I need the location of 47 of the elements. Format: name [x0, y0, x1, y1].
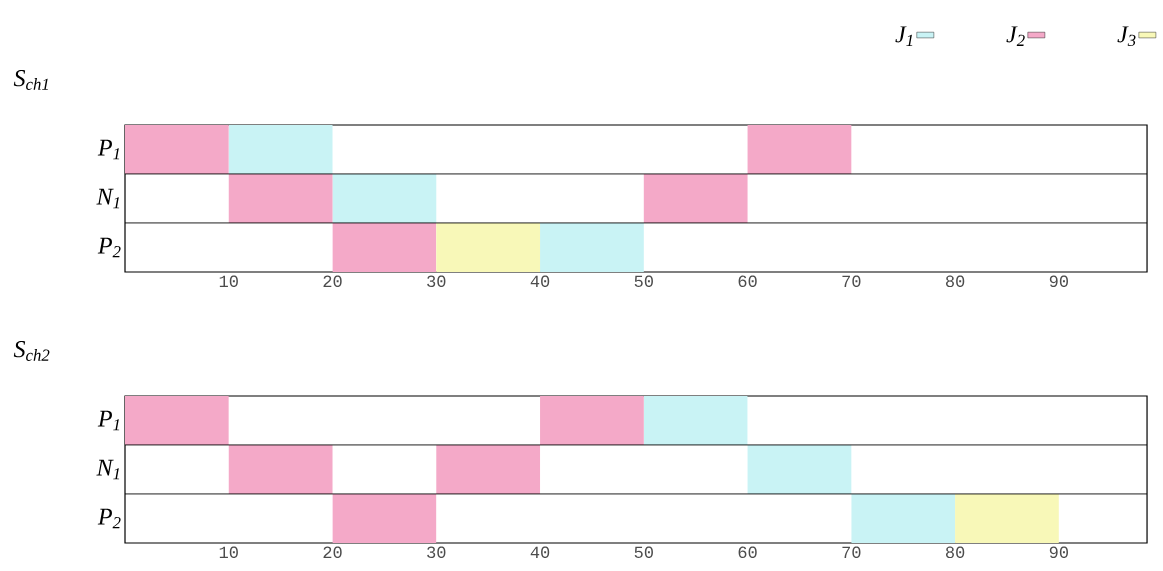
x-tick-label: 40: [530, 275, 550, 288]
bar: [851, 494, 956, 543]
x-tick-label: 60: [738, 275, 757, 288]
legend-label: J$_{2}$: [1006, 26, 1025, 46]
bar: [332, 494, 437, 543]
x-tick-label: 10: [219, 275, 238, 288]
y-tick-label: N$_{1}$: [96, 459, 120, 480]
bar: [125, 125, 229, 174]
bar: [436, 223, 541, 272]
y-tick-label: P$_{2}$: [97, 237, 121, 258]
x-tick-label: 60: [738, 546, 757, 559]
bar: [332, 174, 437, 223]
x-tick-label: 50: [634, 275, 653, 288]
x-tick-label: 20: [323, 275, 342, 288]
y-tick-label: P$_{1}$: [97, 410, 120, 431]
bar: [747, 125, 852, 174]
legend-label: J$_{1}$: [895, 26, 913, 46]
x-tick-label: 90: [1049, 275, 1068, 288]
x-tick-label: 70: [842, 275, 861, 288]
bar: [643, 174, 748, 223]
x-tick-label: 30: [427, 546, 446, 559]
x-tick-label: 90: [1049, 546, 1068, 559]
chart-title: S$_{ch2}$: [13, 341, 50, 361]
bar: [332, 223, 437, 272]
x-tick-label: 40: [530, 546, 550, 559]
x-tick-label: 20: [323, 546, 342, 559]
bar: [540, 223, 644, 272]
y-tick-label: N$_{1}$: [96, 188, 120, 209]
bar: [955, 494, 1059, 543]
chart-title: S$_{ch1}$: [13, 70, 48, 90]
bar: [436, 445, 541, 494]
bar: [125, 396, 229, 445]
x-tick-label: 50: [634, 546, 653, 559]
bar: [540, 396, 644, 445]
bar: [228, 174, 333, 223]
x-tick-label: 10: [219, 546, 238, 559]
y-tick-label: P$_{2}$: [97, 508, 121, 529]
legend-label: J$_{3}$: [1117, 26, 1136, 47]
bar: [747, 445, 852, 494]
y-tick-label: P$_{1}$: [97, 139, 120, 160]
bar: [228, 125, 333, 174]
x-tick-label: 80: [945, 275, 965, 288]
bar: [228, 445, 333, 494]
x-tick-label: 80: [945, 546, 965, 559]
x-tick-label: 70: [842, 546, 861, 559]
bar: [643, 396, 748, 445]
x-tick-label: 30: [427, 275, 446, 288]
